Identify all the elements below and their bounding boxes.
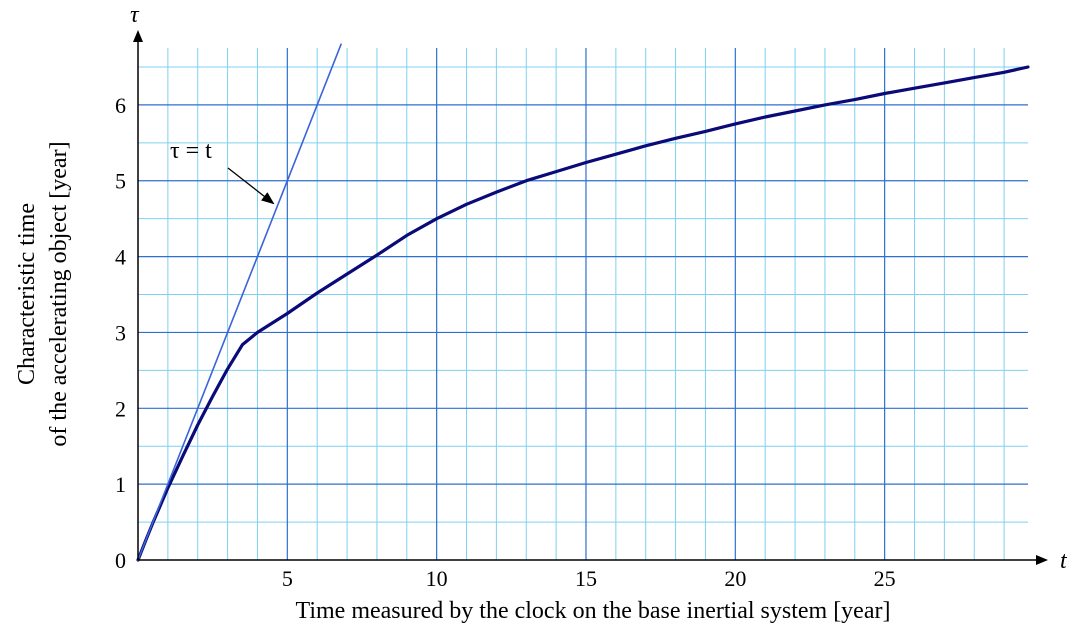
y-axis-title-line-1: Characteristic time bbox=[14, 203, 40, 385]
y-tick-label: 5 bbox=[115, 169, 126, 194]
y-tick-label: 0 bbox=[115, 548, 126, 573]
annotation: τ = t bbox=[170, 138, 275, 205]
major-gridlines bbox=[138, 48, 1028, 560]
minor-gridlines bbox=[138, 48, 1028, 560]
tick-labels: 5 10 15 20 25 0 1 2 3 4 5 6 bbox=[115, 93, 896, 591]
x-tick-label: 5 bbox=[282, 566, 293, 591]
y-axis-symbol: τ bbox=[130, 2, 140, 28]
annotation-arrow-icon bbox=[227, 167, 275, 205]
x-axis-title: Time measured by the clock on the base i… bbox=[296, 598, 891, 624]
y-axis-title-line-2: of the accelerating object [year] bbox=[46, 141, 72, 446]
x-tick-label: 15 bbox=[575, 566, 597, 591]
series-line-tau bbox=[136, 65, 1030, 562]
y-tick-label: 4 bbox=[115, 245, 126, 270]
y-tick-label: 6 bbox=[115, 93, 126, 118]
y-tick-label: 2 bbox=[115, 396, 126, 421]
annotation-label: τ = t bbox=[170, 138, 212, 164]
axes bbox=[133, 30, 1048, 565]
y-axis-arrow-icon bbox=[133, 30, 143, 42]
x-tick-label: 20 bbox=[724, 566, 746, 591]
x-tick-label: 25 bbox=[874, 566, 896, 591]
x-axis-symbol: t bbox=[1060, 548, 1068, 574]
y-tick-label: 1 bbox=[115, 472, 126, 497]
x-axis-arrow-icon bbox=[1036, 555, 1048, 565]
x-tick-label: 10 bbox=[426, 566, 448, 591]
series-line-tau-equals-t bbox=[137, 43, 342, 561]
y-tick-label: 3 bbox=[115, 320, 126, 345]
series-layer bbox=[136, 43, 1030, 562]
